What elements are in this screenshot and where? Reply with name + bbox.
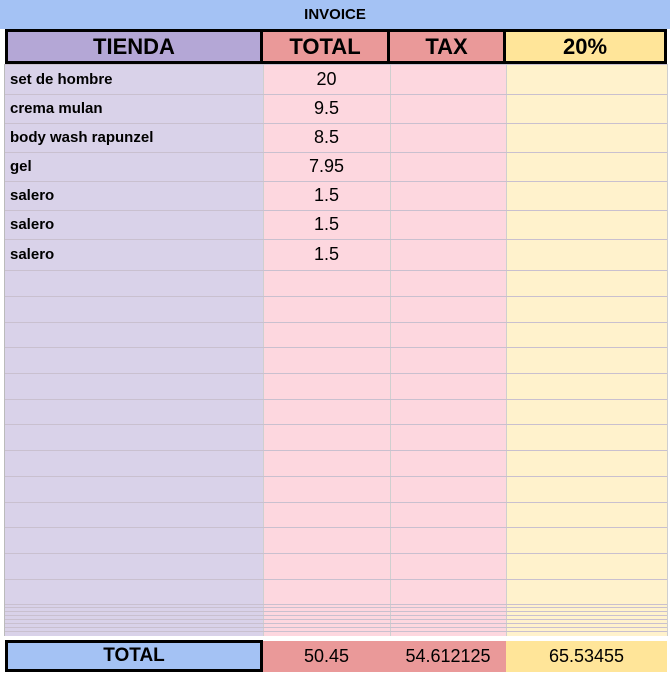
row-line: [5, 424, 667, 425]
item-name: crema mulan: [10, 100, 103, 117]
item-name: gel: [10, 158, 32, 175]
header-cell: TIENDA: [5, 29, 263, 64]
item-name: salero: [10, 216, 55, 233]
header-cell: 20%: [503, 29, 667, 64]
row-line: [5, 604, 667, 605]
row-line: [5, 579, 667, 580]
row-line: [5, 527, 667, 528]
item-name: body wash rapunzel: [10, 129, 154, 146]
row-line: [5, 347, 667, 348]
row-line: [5, 619, 667, 620]
column-line: [506, 64, 507, 636]
item-total: 1.5: [313, 185, 340, 205]
footer-tax: 54.612125: [390, 641, 506, 672]
row-line: [5, 123, 667, 124]
item-total: 1.5: [313, 244, 340, 264]
row-line: [5, 607, 667, 608]
footer-label: TOTAL: [5, 640, 263, 672]
footer-pct: 65.53455: [506, 641, 667, 672]
item-total: 20: [316, 68, 337, 89]
column-bg: [5, 64, 263, 636]
column-bg: [263, 64, 390, 636]
column-line: [390, 64, 391, 636]
row-line: [5, 553, 667, 554]
item-name: salero: [10, 187, 55, 204]
column-line: [263, 64, 264, 636]
column-line: [4, 64, 5, 636]
sheet-title: INVOICE: [0, 0, 670, 29]
row-line: [5, 627, 667, 628]
row-line: [5, 64, 667, 65]
row-line: [5, 623, 667, 624]
item-total: 1.5: [313, 214, 340, 234]
header-cell: TAX: [387, 29, 506, 64]
row-line: [5, 181, 667, 182]
row-line: [5, 296, 667, 297]
row-line: [5, 615, 667, 616]
item-total: 9.5: [313, 98, 340, 118]
row-line: [5, 502, 667, 503]
column-bg: [390, 64, 506, 636]
row-line: [5, 322, 667, 323]
row-line: [5, 399, 667, 400]
row-line: [5, 94, 667, 95]
item-name: salero: [10, 246, 55, 263]
item-total: 8.5: [313, 127, 340, 147]
row-line: [5, 476, 667, 477]
footer-total: 50.45: [263, 641, 390, 672]
row-line: [5, 152, 667, 153]
column-line: [667, 64, 668, 636]
row-line: [5, 239, 667, 240]
row-line: [5, 631, 667, 632]
item-name: set de hombre: [10, 70, 113, 88]
row-line: [5, 611, 667, 612]
item-total: 7.95: [308, 156, 345, 176]
row-line: [5, 450, 667, 451]
row-line: [5, 210, 667, 211]
column-bg: [506, 64, 667, 636]
row-line: [5, 373, 667, 374]
row-line: [5, 270, 667, 271]
header-cell: TOTAL: [260, 29, 390, 64]
